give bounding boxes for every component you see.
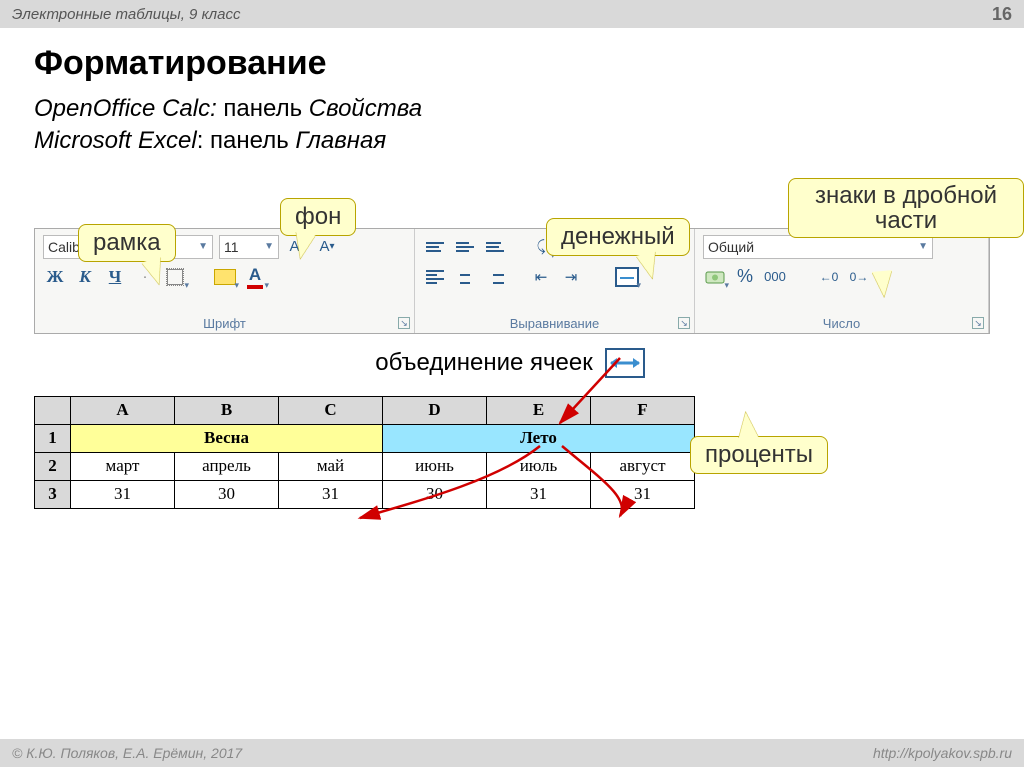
ribbon: Calibri▼ 11▼ A▴ A▾ Ж К Ч · А — [34, 228, 990, 334]
font-color-button[interactable]: А — [243, 265, 267, 289]
callout-fill: фон — [280, 198, 356, 236]
corner-cell — [35, 396, 71, 424]
table-cell: апрель — [175, 452, 279, 480]
col-header: E — [487, 396, 591, 424]
row-header: 2 — [35, 452, 71, 480]
table-cell: март — [71, 452, 175, 480]
page-number: 16 — [992, 4, 1012, 25]
col-header: F — [591, 396, 695, 424]
align-right-icon[interactable] — [483, 265, 507, 289]
bold-button[interactable]: Ж — [43, 265, 67, 289]
col-header: D — [383, 396, 487, 424]
breadcrumb: Электронные таблицы, 9 класс — [12, 6, 240, 23]
page-title: Форматирование — [34, 44, 990, 83]
font-group-launcher[interactable]: ↘ — [398, 317, 410, 329]
table-cell: 30 — [383, 480, 487, 508]
row-header: 1 — [35, 424, 71, 452]
footer-url: http://kpolyakov.spb.ru — [873, 745, 1012, 761]
group-label-number: Число — [695, 316, 988, 331]
example-table: A B C D E F 1 Весна Лето 2 март апрель м… — [34, 396, 695, 509]
col-header: B — [175, 396, 279, 424]
table-cell: июнь — [383, 452, 487, 480]
increase-indent-icon[interactable]: ⇥ — [559, 265, 583, 289]
merge-caption-row: объединение ячеек — [34, 348, 990, 378]
number-group-launcher[interactable]: ↘ — [972, 317, 984, 329]
table-cell: 31 — [487, 480, 591, 508]
group-label-font: Шрифт — [35, 316, 414, 331]
table-cell: июль — [487, 452, 591, 480]
percent-button[interactable]: % — [733, 265, 757, 289]
table-cell: май — [279, 452, 383, 480]
font-size-combo[interactable]: 11▼ — [219, 235, 279, 259]
underline-button[interactable]: Ч — [103, 265, 127, 289]
header-bar: Электронные таблицы, 9 класс 16 — [0, 0, 1024, 28]
merged-cell-spring: Весна — [71, 424, 383, 452]
currency-button[interactable] — [703, 265, 727, 289]
table-cell: август — [591, 452, 695, 480]
callout-percent: проценты — [690, 436, 828, 474]
merged-cell-summer: Лето — [383, 424, 695, 452]
group-label-align: Выравнивание — [415, 316, 694, 331]
merge-cells-large-icon — [605, 348, 645, 378]
row-header: 3 — [35, 480, 71, 508]
merge-caption: объединение ячеек — [375, 349, 593, 377]
shrink-font-icon[interactable]: A▾ — [315, 235, 339, 259]
footer-bar: © К.Ю. Поляков, Е.А. Ерёмин, 2017 http:/… — [0, 739, 1024, 767]
table-cell: 30 — [175, 480, 279, 508]
col-header: A — [71, 396, 175, 424]
decrease-decimal-button[interactable]: 0→ — [847, 265, 871, 289]
callout-frame: рамка — [78, 224, 176, 262]
fill-color-button[interactable] — [213, 265, 237, 289]
align-top-icon[interactable] — [423, 235, 447, 259]
col-header: C — [279, 396, 383, 424]
increase-decimal-button[interactable]: ←0 — [817, 265, 841, 289]
italic-button[interactable]: К — [73, 265, 97, 289]
align-group-launcher[interactable]: ↘ — [678, 317, 690, 329]
decrease-indent-icon[interactable]: ⇤ — [529, 265, 553, 289]
table-cell: 31 — [279, 480, 383, 508]
copyright: © К.Ю. Поляков, Е.А. Ерёмин, 2017 — [12, 745, 242, 761]
align-center-icon[interactable] — [453, 265, 477, 289]
table-cell: 31 — [591, 480, 695, 508]
thousands-button[interactable]: 000 — [763, 265, 787, 289]
align-middle-icon[interactable] — [453, 235, 477, 259]
align-left-icon[interactable] — [423, 265, 447, 289]
align-bottom-icon[interactable] — [483, 235, 507, 259]
subtitle: OpenOffice Calc: панель Свойства Microso… — [34, 93, 990, 158]
merge-cells-button[interactable] — [615, 265, 639, 289]
callout-decimals: знаки в дробной части — [788, 178, 1024, 238]
callout-currency: денежный — [546, 218, 690, 256]
table-cell: 31 — [71, 480, 175, 508]
number-format-combo[interactable]: Общий▼ — [703, 235, 933, 259]
